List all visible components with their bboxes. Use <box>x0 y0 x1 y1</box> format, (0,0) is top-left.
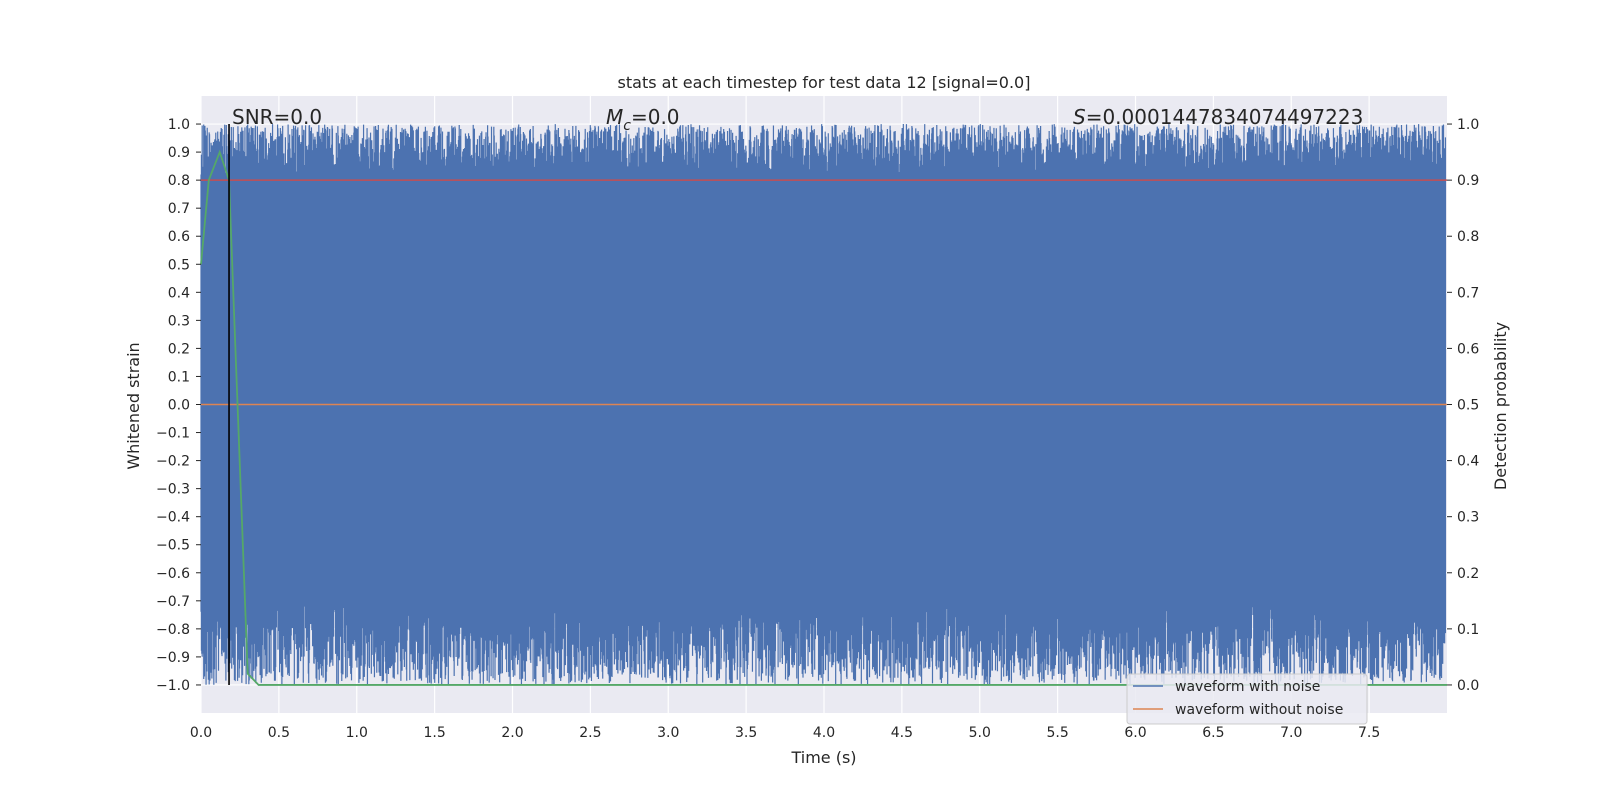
mc-annotation: Mc=0.0 <box>606 105 680 134</box>
y-left-tick-label: −0.9 <box>156 650 190 666</box>
x-tick-label: 7.5 <box>1358 725 1380 741</box>
y-left-tick-label: 0.8 <box>168 173 190 189</box>
x-axis-label: Time (s) <box>790 748 856 767</box>
y-left-tick-label: 0.2 <box>168 341 190 357</box>
y-left-tick-label: 0.5 <box>168 257 190 273</box>
x-tick-label: 4.0 <box>813 725 835 741</box>
x-tick-label: 1.0 <box>346 725 368 741</box>
x-tick-label: 1.5 <box>423 725 445 741</box>
y-left-tick-label: 1.0 <box>168 117 190 133</box>
y-axis-label-right: Detection probability <box>1491 322 1510 490</box>
y-left-tick-label: −0.6 <box>156 566 190 582</box>
y-right-tick-label: 0.3 <box>1457 510 1479 526</box>
y-left-tick-label: −0.7 <box>156 594 190 610</box>
series-lines <box>200 124 1447 686</box>
y-right-tick-label: 0.4 <box>1457 454 1479 470</box>
y-left-tick-label: 0.3 <box>168 313 190 329</box>
x-tick-label: 5.5 <box>1046 725 1068 741</box>
y-left-tick-label: −0.5 <box>156 538 190 554</box>
y-right-tick-label: 0.2 <box>1457 566 1479 582</box>
y-left-tick-label: 0.7 <box>168 201 190 217</box>
y-left-tick-label: −0.8 <box>156 622 190 638</box>
mc-symbol: M <box>606 105 623 129</box>
x-tick-label: 3.5 <box>735 725 757 741</box>
x-tick-label: 5.0 <box>969 725 991 741</box>
snr-annotation: SNR=0.0 <box>232 105 322 129</box>
x-tick-label: 7.0 <box>1280 725 1302 741</box>
y-axis-label-left: Whitened strain <box>124 342 143 469</box>
noise-waveform-trace <box>200 124 1447 685</box>
legend-entry-noise: waveform with noise <box>1175 679 1320 695</box>
legend-box <box>1126 673 1368 725</box>
x-tick-label: 3.0 <box>657 725 679 741</box>
y-left-tick-label: 0.6 <box>168 229 190 245</box>
y-left-tick-label: −0.1 <box>156 426 190 442</box>
y-left-tick-label: 0.9 <box>168 145 190 161</box>
x-tick-label: 6.5 <box>1202 725 1224 741</box>
y-right-tick-label: 0.6 <box>1457 341 1479 357</box>
y-left-tick-label: −1.0 <box>156 678 190 694</box>
y-right-tick-label: 0.1 <box>1457 622 1479 638</box>
y-left-tick-label: −0.2 <box>156 454 190 470</box>
s-value: =0.0001447834074497223 <box>1086 105 1364 129</box>
y-left-tick-label: 0.1 <box>168 369 190 385</box>
legend-entry-clean: waveform without noise <box>1175 702 1343 718</box>
mc-subscript: c <box>623 118 631 134</box>
y-right-tick-label: 0.5 <box>1457 398 1479 414</box>
y-right-tick-label: 0.7 <box>1457 285 1479 301</box>
s-annotation: S=0.0001447834074497223 <box>1073 105 1363 129</box>
y-right-tick-label: 0.0 <box>1457 678 1479 694</box>
y-right-tick-label: 1.0 <box>1457 117 1479 133</box>
y-left-tick-label: 0.4 <box>168 285 190 301</box>
x-tick-label: 4.5 <box>891 725 913 741</box>
y-left-tick-label: 0.0 <box>168 398 190 414</box>
y-right-tick-label: 0.9 <box>1457 173 1479 189</box>
x-tick-label: 6.0 <box>1124 725 1146 741</box>
x-tick-label: 0.5 <box>268 725 290 741</box>
x-tick-label: 0.0 <box>190 725 212 741</box>
y-right-tick-label: 0.8 <box>1457 229 1479 245</box>
y-left-tick-label: −0.3 <box>156 482 190 498</box>
chart-title: stats at each timestep for test data 12 … <box>618 73 1031 92</box>
series-waveform-with-noise <box>200 124 1447 685</box>
legend: waveform with noise waveform without noi… <box>1126 673 1368 725</box>
y-left-tick-label: −0.4 <box>156 510 190 526</box>
s-symbol: S <box>1073 105 1086 129</box>
x-tick-label: 2.5 <box>579 725 601 741</box>
ticks: 0.0 0.5 1.0 1.5 2.0 2.5 3.0 3.5 4.0 4.5 5.0 5.5 6.0 6… <box>156 117 1479 741</box>
x-tick-label: 2.0 <box>501 725 523 741</box>
mc-value: =0.0 <box>631 105 680 129</box>
